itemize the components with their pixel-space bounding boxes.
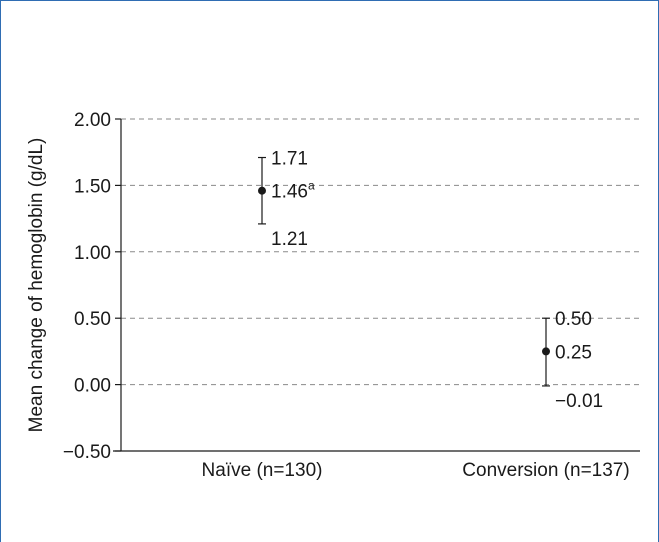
y-tick-label: 1.50 [74, 176, 111, 197]
mean-label: 1.46a [271, 179, 315, 203]
upper-ci-label: 0.50 [555, 309, 592, 330]
axes [113, 119, 640, 452]
mean-point [542, 347, 550, 356]
mean-label: 0.25 [555, 342, 592, 363]
y-tick-label: 0.50 [74, 309, 111, 330]
gridlines [121, 118, 640, 386]
y-tick-label: 2.00 [74, 110, 111, 131]
y-tick-label: −0.50 [63, 442, 111, 463]
lower-ci-label: 1.21 [271, 229, 308, 250]
mean-point [258, 186, 266, 195]
data-point-group: 1.71 1.46a 1.21 [258, 149, 315, 250]
y-tick-label: 0.00 [74, 376, 111, 397]
y-ticks: 2.00 1.50 1.00 0.50 0.00 −0.50 [63, 110, 121, 463]
x-category-labels: Naïve (n=130) Conversion (n=137) [202, 460, 630, 481]
x-category-label: Naïve (n=130) [202, 460, 323, 481]
x-category-label: Conversion (n=137) [462, 460, 629, 481]
lower-ci-label: −0.01 [555, 391, 603, 412]
y-axis-label: Mean change of hemoglobin (g/dL) [26, 138, 47, 433]
data-points: 1.71 1.46a 1.21 0.50 0.25 −0.01 [258, 149, 603, 412]
mean-label-superscript: a [308, 179, 315, 193]
y-tick-label: 1.00 [74, 243, 111, 264]
upper-ci-label: 1.71 [271, 149, 308, 170]
data-point-group: 0.50 0.25 −0.01 [542, 309, 603, 412]
